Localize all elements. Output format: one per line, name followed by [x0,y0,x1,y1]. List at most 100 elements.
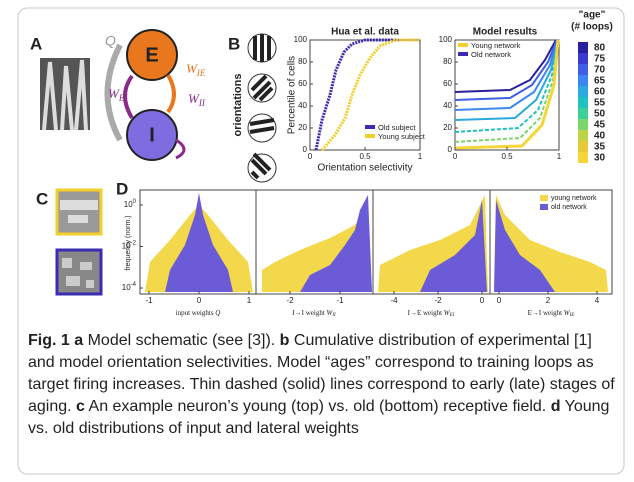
colorbar-swatch [578,130,588,141]
caption-bold: b [279,332,290,349]
y-tick-label: 60 [298,79,307,88]
tick-exponent: 0 [133,199,137,205]
colorbar-swatch [578,152,588,163]
colorbar-swatch [578,75,588,86]
panel-label: A [30,34,42,53]
y-tick-label: 40 [443,101,452,110]
young-rf [55,188,103,236]
legend-label: Young network [471,41,521,50]
x-tick-label: -2 [434,296,442,305]
y-tick-label: 20 [298,123,307,132]
colorbar-swatch [578,86,588,97]
x-tick-label: 0.5 [359,152,371,161]
axis-label-sub: II [331,313,336,318]
y-tick-label: 80 [298,57,307,66]
tick-base: 10 [122,283,131,292]
axis-label-var: W [444,309,451,317]
y-tick-label: 60 [443,79,452,88]
young-curve [320,38,420,151]
photo-trees [42,59,88,131]
d-axes [139,189,613,295]
axis-label-var: Q [215,309,220,317]
x-tick-label: 4 [595,296,600,305]
axis-label-text: E→I weight [528,309,564,317]
model-title: Model results [473,27,538,38]
caption-text: An example neuron’s young (top) vs. old … [84,398,551,415]
x-tick-label: 1 [418,152,423,161]
y-tick-label: 40 [298,101,307,110]
x-tick-label: -2 [286,296,294,305]
axis-label-sub: IE [569,313,575,318]
i-label: I [149,124,155,146]
legend-swatch [540,204,548,210]
axis-label-var: W [564,309,571,317]
colorbar-title: (# loops) [571,22,613,33]
panel-label: B [228,34,240,53]
caption-bold: Fig. 1 [28,332,70,349]
q-arrow [104,43,123,142]
colorbar-swatch [578,64,588,75]
wie-arrow [166,73,176,114]
e-node [126,29,178,81]
legend-swatch [458,43,468,47]
x-tick-label: -1 [145,296,153,305]
model-curves [454,39,560,150]
y-tick-label: 10-2 [122,240,137,251]
caption-bold: a [74,332,84,349]
colorbar-swatch [578,108,588,119]
q-label: Q [105,33,116,49]
x-tick-label: 0 [497,296,502,305]
tick-exponent: -4 [131,282,137,288]
x-tick-label: 0 [197,296,202,305]
tick-base: 10 [124,200,133,209]
colorbar-label: 30 [594,153,606,164]
colorbar-label: 35 [594,142,606,153]
frame [17,7,625,475]
x-axis-label: input weights Q [176,309,221,317]
hua-title: Hua et al. data [331,27,399,38]
old-rf-pattern [62,258,94,288]
wei-arrow [123,74,134,120]
colorbar-swatch [578,97,588,108]
x-tick-label: 2 [546,296,551,305]
legend-swatch [365,125,375,129]
colorbar-label: 45 [594,120,606,131]
x-tick-label: 1 [247,296,252,305]
wii-label: WII [188,91,206,108]
d-ylabel: frequency (norm.) [125,215,132,270]
legend-swatch [365,134,375,138]
hua-xlabel: Orientation selectivity [317,163,412,174]
hua-ylabel: Percentile of cells [287,56,298,134]
axis-label-text: I→E weight [408,309,444,317]
x-axis-label: I→E weight WEI [408,309,455,319]
e-label: E [145,44,158,66]
x-tick-label: -1 [336,296,344,305]
tick-base: 10 [122,242,131,251]
colorbar-label: 75 [594,54,606,65]
legend-label: old network [551,204,587,211]
caption-text: Cumulative distribution of experimental … [28,332,615,415]
y-tick-label: 10-4 [122,282,137,293]
y-tick-label: 100 [294,35,308,44]
tick-exponent: -2 [131,240,137,246]
legend-swatch [540,195,548,201]
axis-label-text: input weights [176,309,216,317]
orientations-label: orientations [232,74,244,137]
colorbar-label: 65 [594,76,606,87]
x-axis-label: I→I weight WII [292,309,336,319]
x-tick-label: -4 [390,296,398,305]
y-tick-label: 0 [448,145,453,154]
caption-bold: c [76,398,85,415]
colorbar-label: 50 [594,109,606,120]
wei-label: WEI [108,86,128,103]
x-tick-label: 0 [480,296,485,305]
x-axis-label: E→I weight WIE [528,309,575,319]
caption-text: Model schematic (see [3]). [83,332,280,349]
caption: Fig. 1 a Model schematic (see [3]). b Cu… [28,330,616,440]
axis-label-var: W [327,309,334,317]
x-tick-label: 0 [453,152,458,161]
axis-label-text: I→I weight [292,309,326,317]
legend-swatch [458,52,468,56]
i-node [126,109,178,161]
